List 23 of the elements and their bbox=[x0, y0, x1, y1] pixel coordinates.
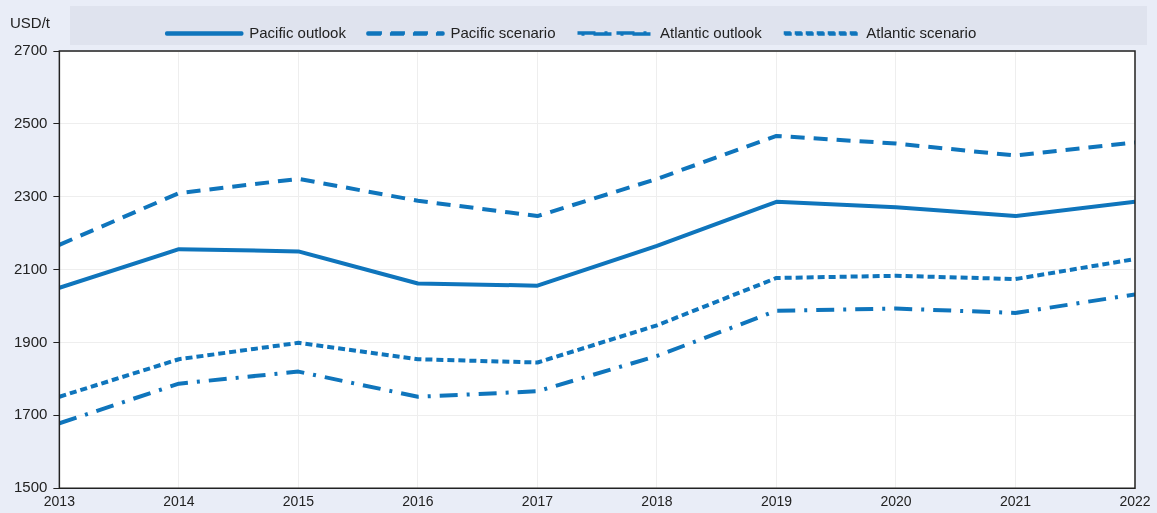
x-tick-label: 2022 bbox=[1119, 493, 1151, 510]
x-tick-label: 2016 bbox=[402, 493, 434, 510]
legend-label: Atlantic scenario bbox=[866, 23, 977, 41]
y-tick-label: 1500 bbox=[13, 478, 48, 496]
y-tick-label: 2700 bbox=[13, 41, 48, 59]
x-tick-label: 2015 bbox=[282, 493, 315, 510]
line-series bbox=[59, 292, 1135, 426]
x-tick-label: 2014 bbox=[163, 493, 195, 510]
legend-label: Pacific outlook bbox=[249, 23, 347, 41]
legend-label: Pacific scenario bbox=[450, 23, 556, 41]
y-tick-label: 2300 bbox=[13, 186, 48, 204]
x-tick-label: 2013 bbox=[43, 493, 76, 510]
x-tick-label: 2017 bbox=[521, 493, 554, 510]
y-tick-label: 2100 bbox=[13, 259, 48, 277]
x-tick-label: 2021 bbox=[999, 493, 1032, 510]
y-tick-label: 2500 bbox=[13, 114, 48, 132]
x-tick-label: 2020 bbox=[880, 493, 912, 510]
legend-label: Atlantic outlook bbox=[659, 23, 763, 41]
y-tick-label: 1900 bbox=[13, 332, 48, 350]
x-tick-label: 2019 bbox=[760, 493, 793, 510]
x-tick-label: 2018 bbox=[641, 493, 673, 510]
y-tick-label: 1700 bbox=[13, 405, 48, 423]
y-axis-title: USD/t bbox=[10, 13, 51, 31]
